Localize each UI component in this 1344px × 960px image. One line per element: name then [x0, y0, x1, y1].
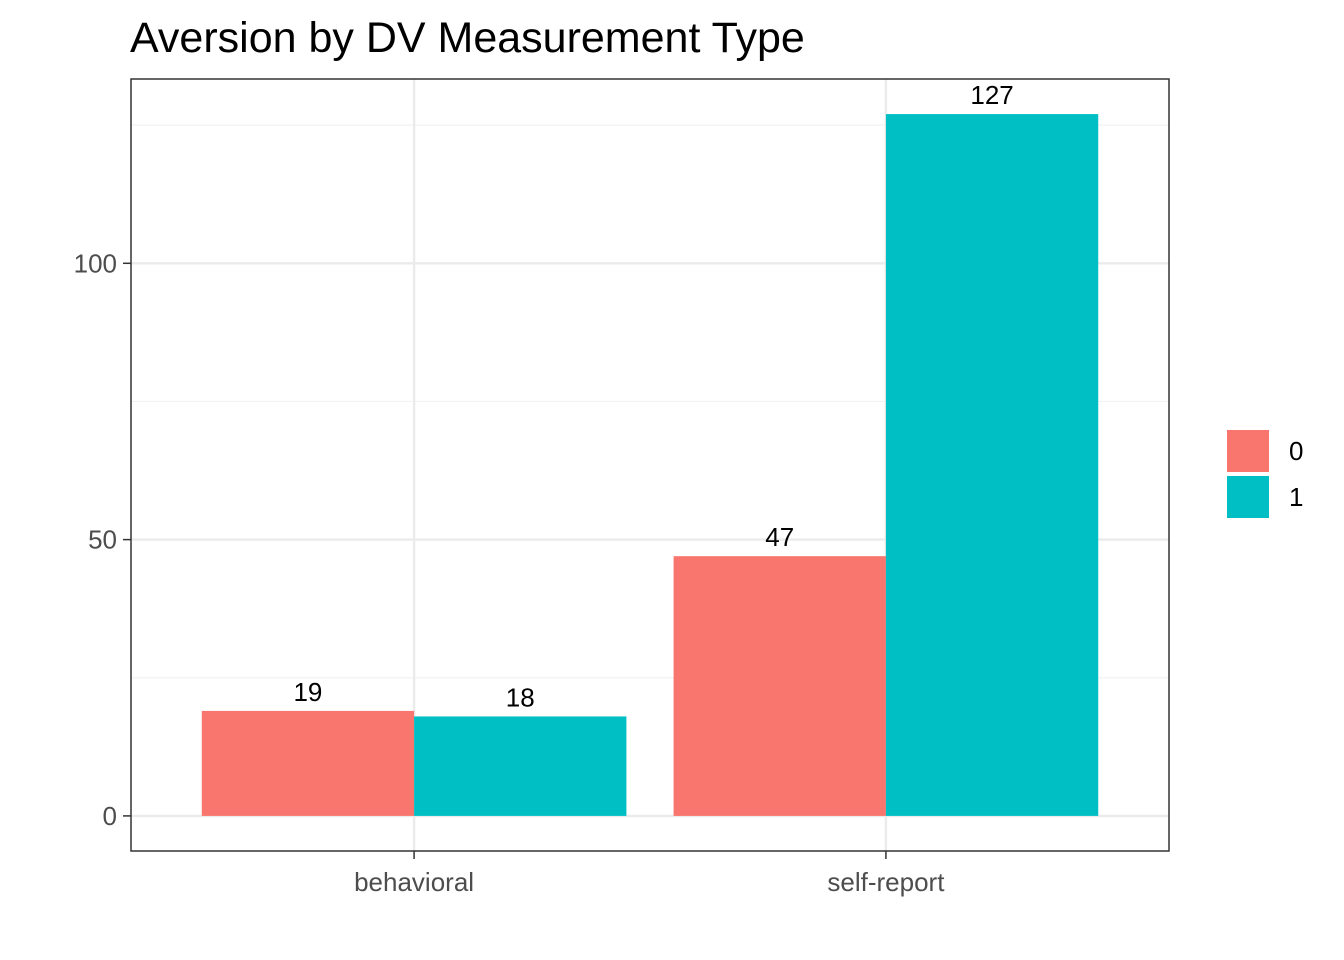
- axes-group: 0 50 100 behavioral self-report: [74, 248, 946, 897]
- data-label-self-report-series-0: 47: [765, 522, 794, 552]
- plot-panel-border: [130, 78, 1170, 852]
- bar-behavioral-series-1: [414, 716, 627, 816]
- data-label-behavioral-series-0: 19: [293, 677, 322, 707]
- x-tick-label: behavioral: [354, 867, 474, 897]
- x-tick-label: self-report: [827, 867, 945, 897]
- legend-key-1: [1227, 476, 1269, 518]
- y-tick-label: 100: [74, 248, 117, 278]
- y-tick-label: 0: [103, 801, 117, 831]
- data-labels-group: 19 18 47 127: [293, 80, 1013, 712]
- legend-label-0: 0: [1289, 436, 1303, 466]
- bar-self-report-series-1: [885, 114, 1099, 816]
- chart-title: Aversion by DV Measurement Type: [130, 14, 805, 62]
- legend-label-1: 1: [1289, 482, 1303, 512]
- bar-behavioral-series-0: [201, 710, 415, 816]
- data-label-self-report-series-1: 127: [970, 80, 1013, 110]
- legend: 01: [1227, 430, 1303, 518]
- y-tick-label: 50: [88, 525, 117, 555]
- bar-self-report-series-0: [673, 556, 886, 816]
- bars-group: [201, 114, 1099, 816]
- data-label-behavioral-series-1: 18: [506, 682, 535, 712]
- legend-key-0: [1227, 430, 1269, 472]
